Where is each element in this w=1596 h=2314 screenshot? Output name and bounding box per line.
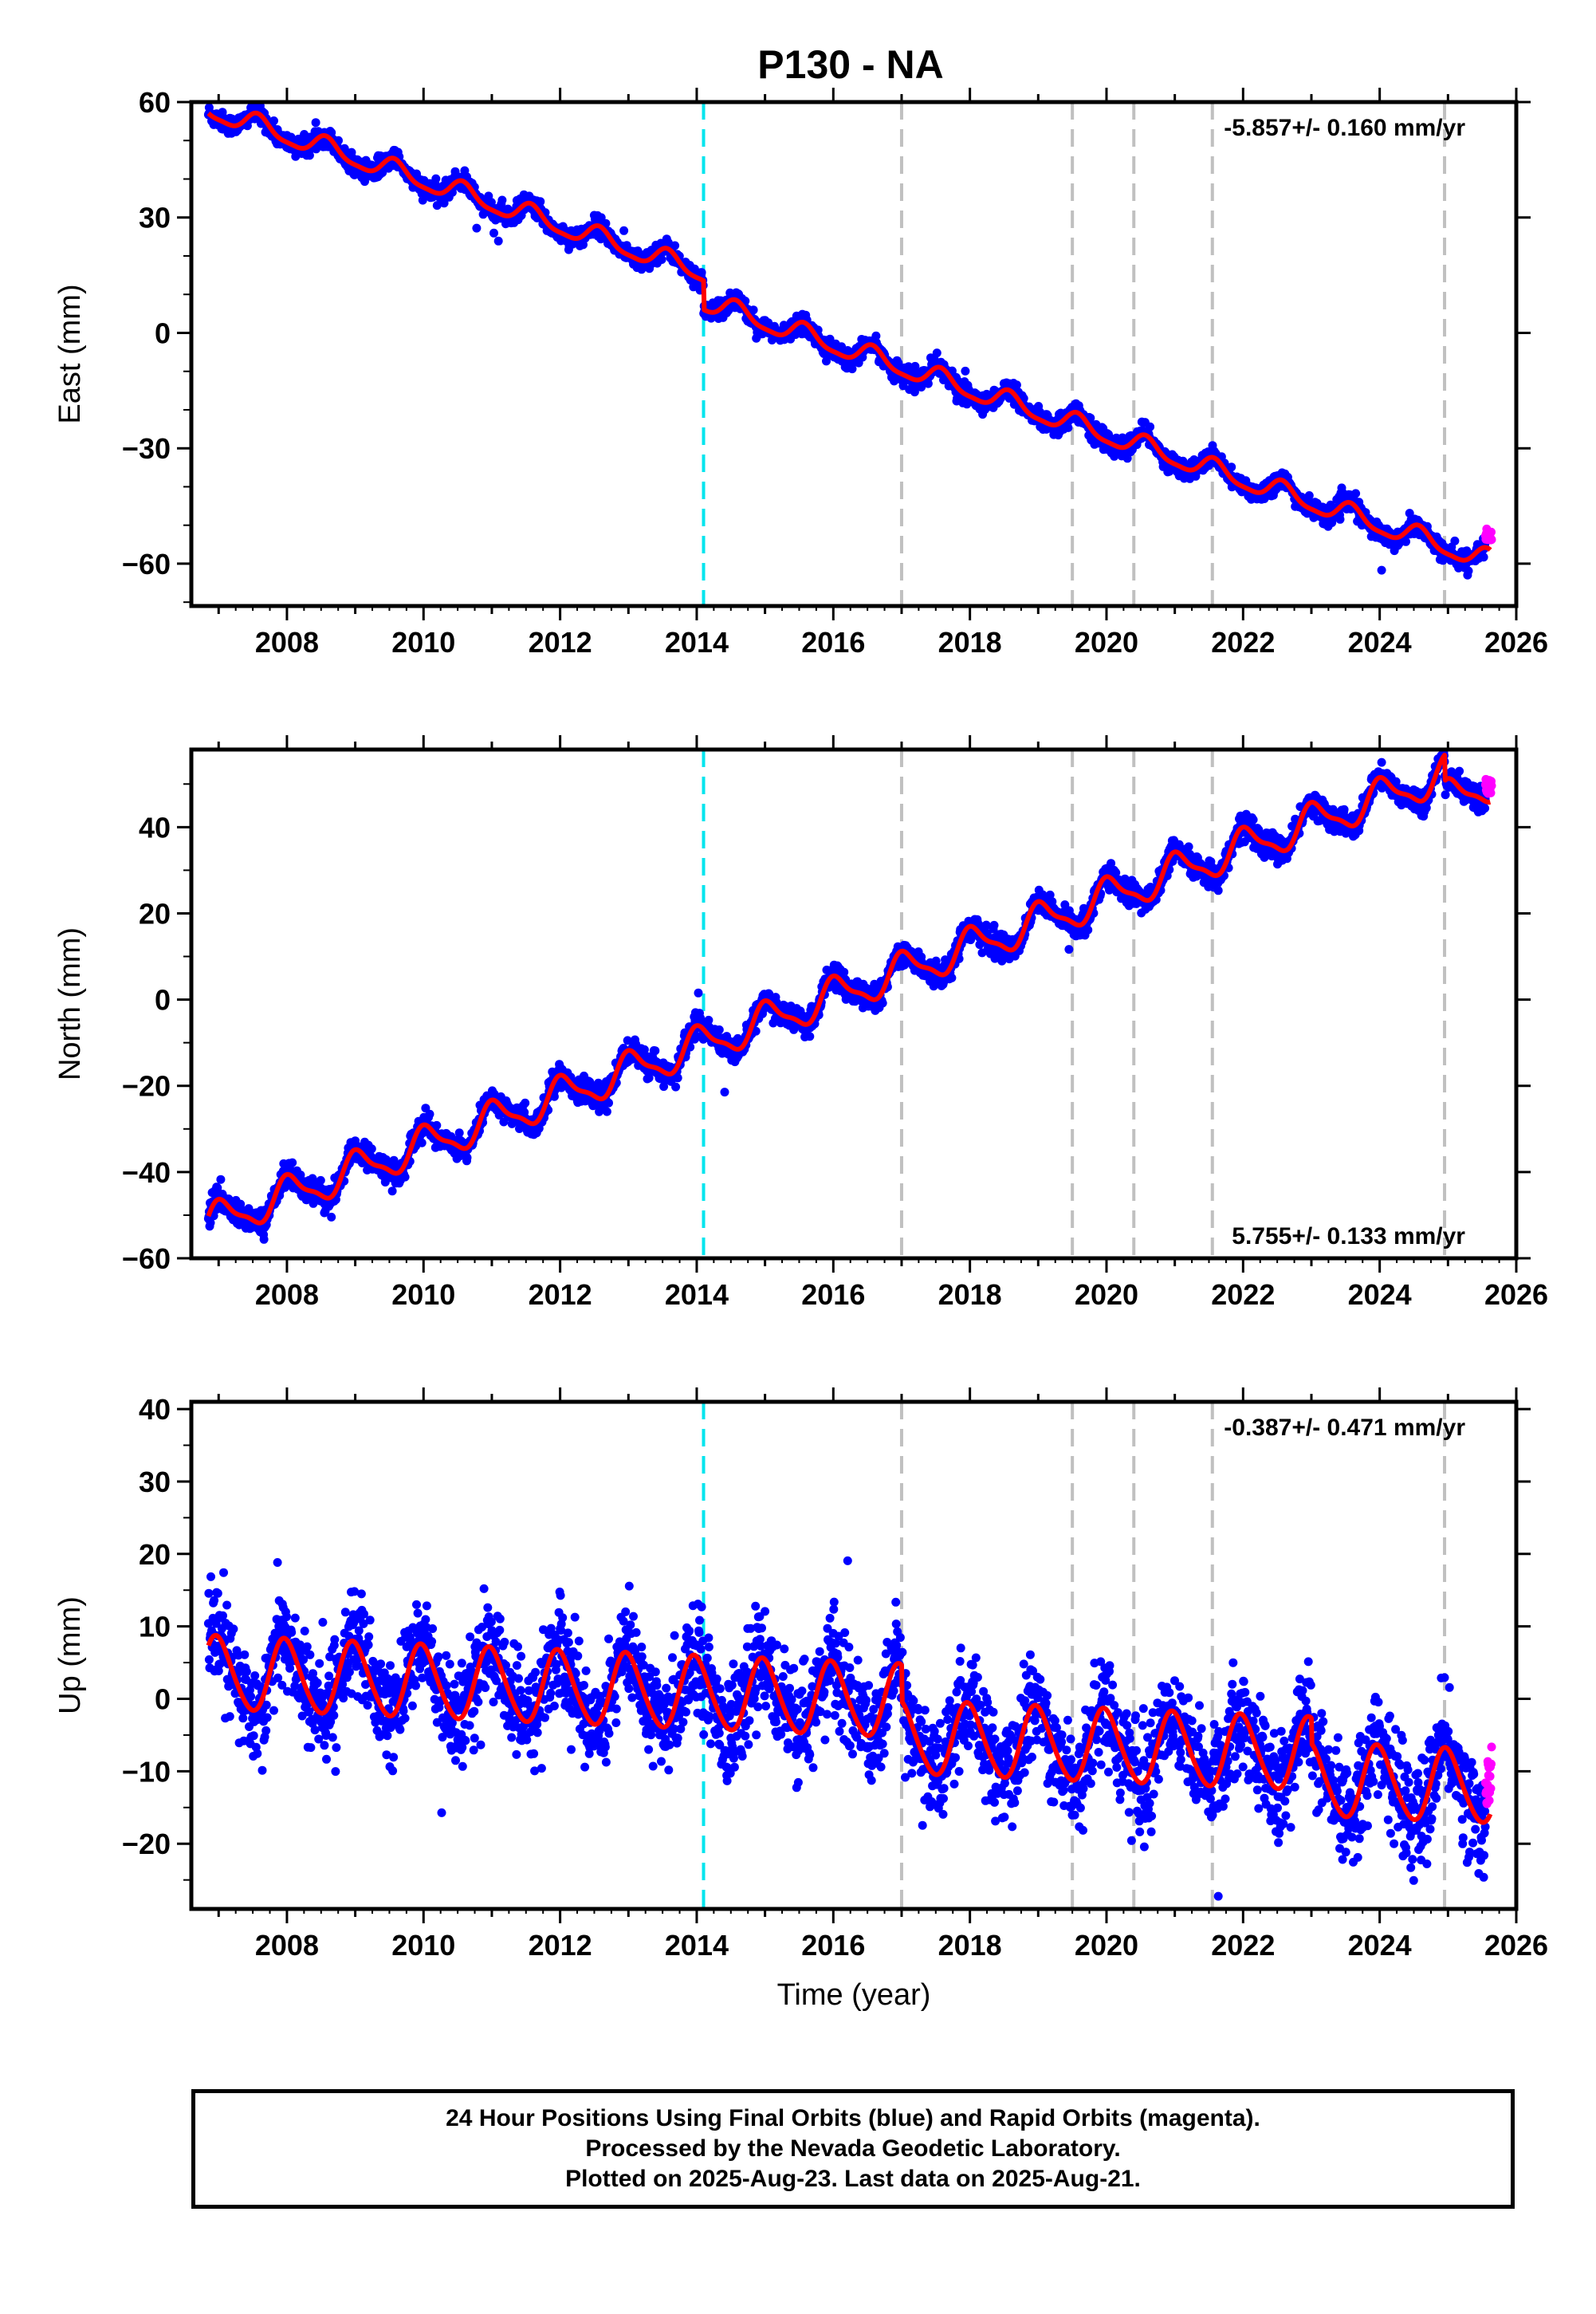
- data-point: [1063, 423, 1073, 432]
- rapid-orbit-points-east: [1480, 524, 1496, 545]
- data-point: [521, 1098, 530, 1108]
- y-tick-label: −60: [122, 548, 171, 580]
- data-point: [651, 1046, 660, 1056]
- y-axis-label-east: East (mm): [53, 284, 87, 423]
- plot-area-north: [203, 750, 1496, 1258]
- x-tick-label: 2008: [255, 626, 319, 659]
- data-point: [327, 1212, 336, 1222]
- data-point: [378, 168, 387, 177]
- data-point: [288, 1158, 297, 1167]
- data-point: [749, 305, 758, 315]
- data-point: [489, 228, 498, 238]
- data-point: [1146, 422, 1155, 431]
- plot-area-east: [203, 102, 1496, 606]
- data-point: [316, 1175, 325, 1185]
- data-point: [805, 1032, 815, 1041]
- y-tick-label: −30: [122, 432, 171, 465]
- x-tick-label: 2012: [529, 626, 592, 659]
- x-tick-label: 2024: [1348, 626, 1412, 659]
- data-point: [259, 1234, 269, 1244]
- data-point: [1227, 462, 1236, 472]
- y-tick-label: 30: [139, 202, 171, 234]
- rapid-data-point: [1487, 535, 1496, 545]
- data-point: [536, 197, 545, 207]
- data-point: [216, 1175, 226, 1184]
- data-point: [619, 226, 629, 235]
- data-point: [1377, 565, 1386, 575]
- data-point: [657, 255, 666, 264]
- data-point: [601, 218, 611, 228]
- data-point: [714, 1025, 724, 1034]
- data-point: [1464, 566, 1473, 576]
- data-point: [432, 1120, 442, 1130]
- panel-east: 2008 2010 2012 2014 2016 2018 2020 2022 2024 2026…: [53, 86, 1548, 659]
- data-point: [387, 1187, 397, 1196]
- data-point: [497, 195, 507, 205]
- x-tick-label: 2010: [391, 626, 455, 659]
- data-point: [454, 1128, 464, 1138]
- rate-annotation-east: -5.857+/- 0.160 mm/yr: [1224, 115, 1465, 141]
- data-point: [462, 1153, 472, 1163]
- x-tick-label: 2026: [1484, 626, 1548, 659]
- data-point: [932, 348, 941, 358]
- data-point: [604, 1098, 613, 1108]
- data-point: [878, 998, 887, 1008]
- data-point: [673, 1073, 682, 1083]
- chart-title: P130 - NA: [757, 42, 943, 87]
- data-point: [697, 268, 706, 277]
- final-orbit-points-north: [203, 750, 1490, 1244]
- x-tick-label: 2020: [1075, 626, 1138, 659]
- data-point: [400, 1172, 410, 1182]
- data-point: [720, 1088, 729, 1097]
- data-point: [431, 174, 441, 183]
- data-point: [923, 379, 933, 388]
- data-point: [670, 241, 680, 250]
- x-tick-label: 2022: [1211, 626, 1275, 659]
- data-point: [472, 223, 482, 233]
- x-tick-label: 2016: [801, 626, 865, 659]
- data-point: [439, 199, 449, 208]
- panels-layer: 2008 2010 2012 2014 2016 2018 2020 2022 2024 2026…: [53, 86, 1548, 2012]
- panel-north: 2008 2010 2012 2014 2016 2018 2020 2022 2024 2026…: [53, 735, 1548, 1311]
- data-point: [1401, 537, 1410, 546]
- data-point: [671, 1082, 681, 1092]
- data-point: [1479, 553, 1488, 562]
- data-point: [367, 1144, 376, 1154]
- y-tick-label: 60: [139, 86, 171, 119]
- final-orbit-points-east: [203, 102, 1490, 580]
- x-tick-label: 2018: [938, 626, 1002, 659]
- data-point: [1351, 489, 1361, 498]
- data-point: [269, 116, 278, 125]
- data-point: [311, 118, 320, 128]
- data-point: [418, 195, 427, 205]
- data-point: [493, 236, 503, 246]
- data-point: [961, 366, 970, 376]
- x-tick-label: 2014: [665, 626, 729, 659]
- rapid-data-point: [1487, 527, 1496, 537]
- data-point: [305, 151, 314, 160]
- data-point: [602, 1107, 611, 1116]
- data-point: [694, 988, 703, 998]
- data-point: [425, 1109, 434, 1119]
- y-tick-label: 0: [155, 317, 171, 349]
- data-point: [1450, 536, 1460, 545]
- data-point: [417, 1138, 427, 1147]
- data-point: [432, 201, 442, 211]
- data-point: [1335, 514, 1345, 524]
